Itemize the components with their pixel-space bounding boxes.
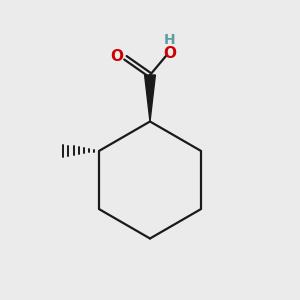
Text: H: H bbox=[164, 33, 175, 47]
Text: O: O bbox=[163, 46, 176, 62]
Polygon shape bbox=[145, 75, 155, 122]
Text: O: O bbox=[110, 49, 124, 64]
